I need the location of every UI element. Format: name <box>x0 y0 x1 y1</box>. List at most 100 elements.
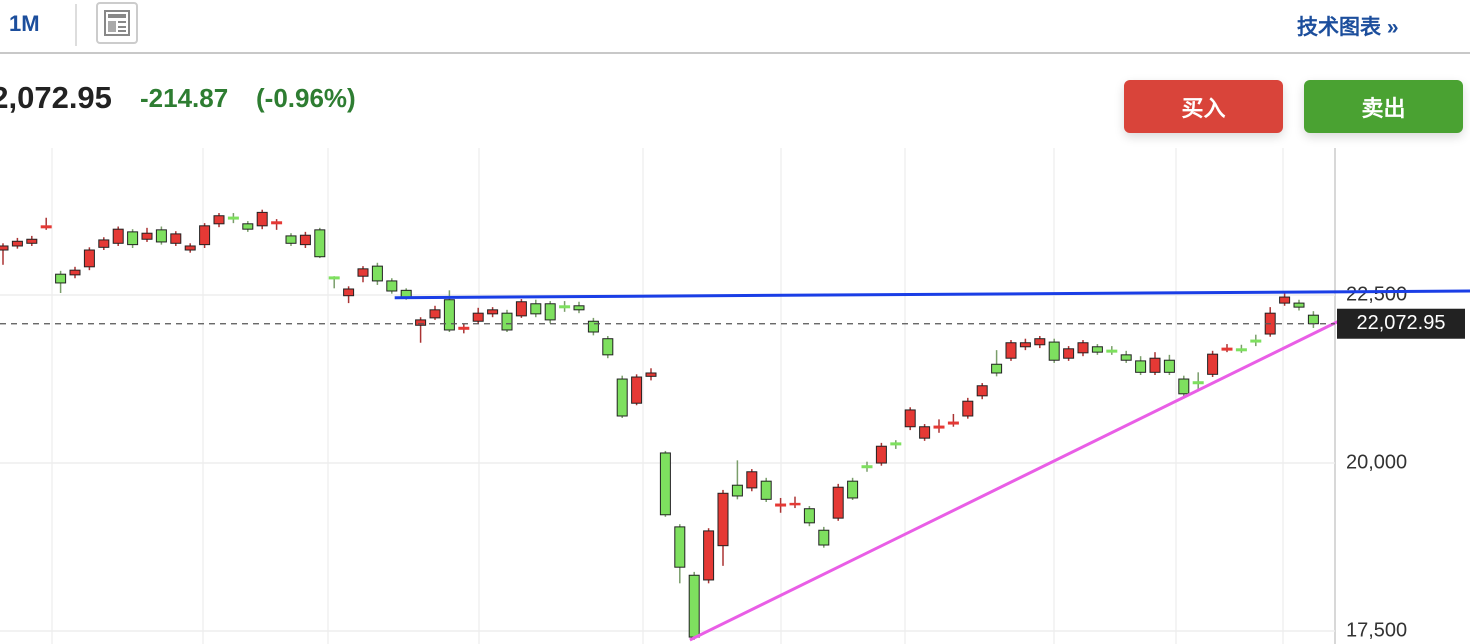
last-price-label: 22,072.95 <box>1357 312 1446 334</box>
candle-body <box>1048 341 1060 361</box>
candle-body <box>573 305 585 311</box>
separator <box>75 4 77 46</box>
candle-body <box>40 225 52 229</box>
candle-body <box>1077 342 1089 354</box>
candle-body <box>760 480 772 500</box>
vertical-grid <box>51 148 1284 644</box>
candle-body <box>933 425 945 429</box>
candle-body <box>328 276 340 280</box>
candle-body <box>83 249 95 268</box>
candle-body <box>285 235 297 244</box>
candle-body <box>659 452 671 516</box>
candle-body <box>271 221 283 225</box>
candle-body <box>991 363 1003 374</box>
candle-body <box>890 442 902 446</box>
y-tick-label: 20,000 <box>1346 451 1407 473</box>
candle-body <box>429 309 441 319</box>
candle-body <box>213 215 225 225</box>
candle-body <box>1034 338 1046 346</box>
candle-body <box>962 400 974 417</box>
candle-body <box>530 303 542 315</box>
candle-body <box>400 289 412 298</box>
candle-body <box>1005 342 1017 359</box>
layout-icon <box>104 10 130 36</box>
toolbar: 1M 技术图表 » <box>0 0 1470 54</box>
candle-body <box>631 376 643 404</box>
candle-body <box>170 233 182 244</box>
candle-body <box>1307 314 1319 325</box>
candle-body <box>875 445 887 464</box>
price-change: -214.87 <box>140 83 229 113</box>
candle-body <box>602 338 614 356</box>
candle-body <box>112 228 124 244</box>
candle-body <box>127 231 139 246</box>
candle-body <box>688 574 700 638</box>
price-change-percent: (-0.96%) <box>256 83 356 113</box>
candle-body <box>1120 354 1132 361</box>
candle-body <box>1091 346 1103 353</box>
candle-body <box>818 529 830 546</box>
candle-body <box>717 492 729 547</box>
candle-body <box>487 309 499 315</box>
period-button[interactable]: 1M <box>9 11 40 36</box>
candle-body <box>703 530 715 581</box>
candle-body <box>645 372 657 377</box>
candle-body <box>1019 342 1031 348</box>
candle-body <box>919 426 931 439</box>
candle-body <box>26 238 38 244</box>
candle-body <box>976 385 988 397</box>
candle-body <box>256 211 268 227</box>
candle-body <box>386 280 398 292</box>
buy-button[interactable]: 买入 <box>1124 80 1283 133</box>
candle-body <box>155 229 167 243</box>
technical-chart-link[interactable]: 技术图表 » <box>1297 16 1399 39</box>
candle-body <box>371 265 383 282</box>
candle-body <box>1178 378 1190 395</box>
candle-body <box>1163 359 1175 373</box>
y-tick-label: 17,500 <box>1346 619 1407 641</box>
last-price: 22,072.95 <box>0 80 112 115</box>
sell-button[interactable]: 卖出 <box>1304 80 1463 133</box>
candle-body <box>501 312 513 331</box>
candle-body <box>847 480 859 499</box>
candle-body <box>803 508 815 524</box>
candle-body <box>55 273 67 284</box>
candle-body <box>674 526 686 568</box>
candle-body <box>775 503 787 507</box>
candle-body <box>616 378 628 417</box>
candle-body <box>1106 349 1118 353</box>
candle-body <box>227 216 239 220</box>
candle-body <box>242 223 254 230</box>
candle-body <box>415 319 427 326</box>
candle-body <box>904 409 916 428</box>
candle-body <box>1063 348 1075 359</box>
candle-body <box>98 239 110 248</box>
candle-body <box>0 245 9 251</box>
candle-body <box>1192 381 1204 385</box>
candle-body <box>1293 302 1305 308</box>
candle-body <box>357 268 369 277</box>
candle-body <box>1235 348 1247 352</box>
candle-body <box>947 421 959 425</box>
candle-body <box>343 288 355 297</box>
candle-body <box>443 299 455 331</box>
candle-body <box>861 465 873 469</box>
candle-body <box>1135 360 1147 373</box>
candle-body <box>832 486 844 519</box>
candle-body <box>544 303 556 321</box>
candle-body <box>199 225 211 246</box>
candle-body <box>789 502 801 506</box>
candle-body <box>559 305 571 309</box>
layout-button[interactable] <box>96 2 138 44</box>
candle-body <box>69 269 81 276</box>
candle-body <box>1207 353 1219 375</box>
candle-body <box>587 320 599 333</box>
candle-body <box>746 471 758 489</box>
candle-body <box>314 229 326 258</box>
candle-body <box>1264 312 1276 335</box>
candle-body <box>731 484 743 497</box>
candle-body <box>11 240 23 247</box>
last-price-box <box>1337 308 1465 339</box>
candle-body <box>1279 296 1291 304</box>
